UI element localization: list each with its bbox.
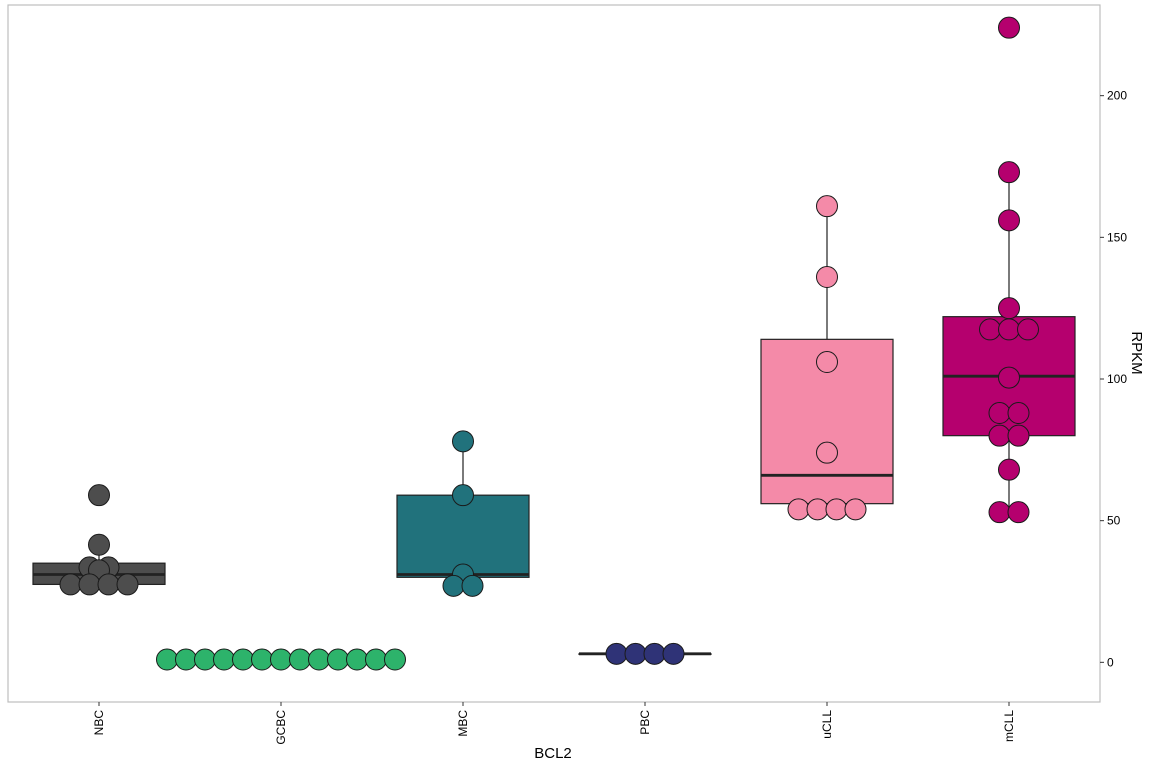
data-point — [816, 266, 838, 288]
data-point — [979, 318, 1001, 341]
data-point — [1007, 402, 1030, 424]
data-point — [825, 498, 848, 521]
x-tick-label: mCLL — [1002, 710, 1016, 742]
data-point — [998, 161, 1020, 184]
data-point — [988, 501, 1011, 524]
category-mcll — [942, 16, 1076, 524]
plot-panel — [7, 4, 1101, 703]
x-tick-label: NBC — [92, 710, 106, 736]
data-point — [452, 484, 474, 507]
category-nbc — [32, 484, 166, 596]
data-point — [78, 573, 101, 596]
data-point — [998, 16, 1020, 39]
data-point — [1007, 501, 1030, 524]
category-pbc — [578, 642, 712, 665]
data-point — [816, 441, 838, 464]
data-point — [816, 195, 838, 218]
data-point — [816, 351, 838, 373]
y-tick-label: 100 — [1107, 372, 1127, 386]
data-point — [1017, 318, 1039, 341]
data-point — [97, 573, 120, 596]
data-point — [289, 648, 311, 671]
category-gcbc — [156, 648, 406, 671]
data-point — [308, 648, 330, 671]
data-point — [461, 574, 484, 597]
data-point — [365, 648, 387, 671]
data-point — [806, 498, 829, 521]
y-axis: 0 50 100 150 200 — [1100, 89, 1127, 669]
data-point — [213, 648, 235, 671]
data-point — [194, 648, 216, 671]
data-point — [605, 642, 628, 665]
y-tick-label: 150 — [1107, 230, 1127, 244]
data-point — [988, 424, 1011, 447]
data-point — [251, 648, 273, 671]
data-point — [384, 648, 406, 671]
data-point — [270, 648, 292, 671]
y-tick-label: 50 — [1107, 514, 1121, 528]
x-axis: NBC GCBC MBC PBC uCLL mCLL — [92, 702, 1016, 745]
data-point — [643, 642, 666, 665]
chart-marks — [32, 16, 1076, 671]
data-point — [175, 648, 197, 671]
data-point — [156, 648, 178, 671]
data-point — [116, 573, 139, 596]
data-point — [662, 642, 685, 665]
data-point — [787, 498, 810, 521]
data-point — [442, 574, 465, 597]
y-tick-label: 0 — [1107, 655, 1114, 669]
data-point — [998, 297, 1020, 320]
data-point — [232, 648, 254, 671]
data-point — [452, 430, 474, 453]
data-point — [88, 533, 110, 556]
x-tick-label: GCBC — [274, 710, 288, 745]
data-point — [624, 642, 647, 665]
data-point — [1007, 424, 1030, 447]
x-tick-label: MBC — [456, 710, 470, 737]
data-point — [998, 366, 1020, 389]
data-point — [88, 484, 110, 507]
data-point — [988, 402, 1011, 424]
data-point — [59, 573, 82, 596]
x-tick-label: PBC — [638, 710, 652, 735]
x-axis-title: BCL2 — [534, 745, 572, 762]
data-point — [998, 209, 1020, 232]
x-tick-label: uCLL — [820, 710, 834, 739]
y-axis-title: RPKM — [1128, 331, 1145, 374]
data-point — [998, 318, 1020, 341]
category-ucll — [760, 195, 894, 521]
data-point — [844, 498, 867, 521]
data-point — [346, 648, 368, 671]
data-point — [998, 458, 1020, 481]
y-tick-label: 200 — [1107, 89, 1127, 103]
data-point — [327, 648, 349, 671]
category-mbc — [396, 430, 530, 597]
